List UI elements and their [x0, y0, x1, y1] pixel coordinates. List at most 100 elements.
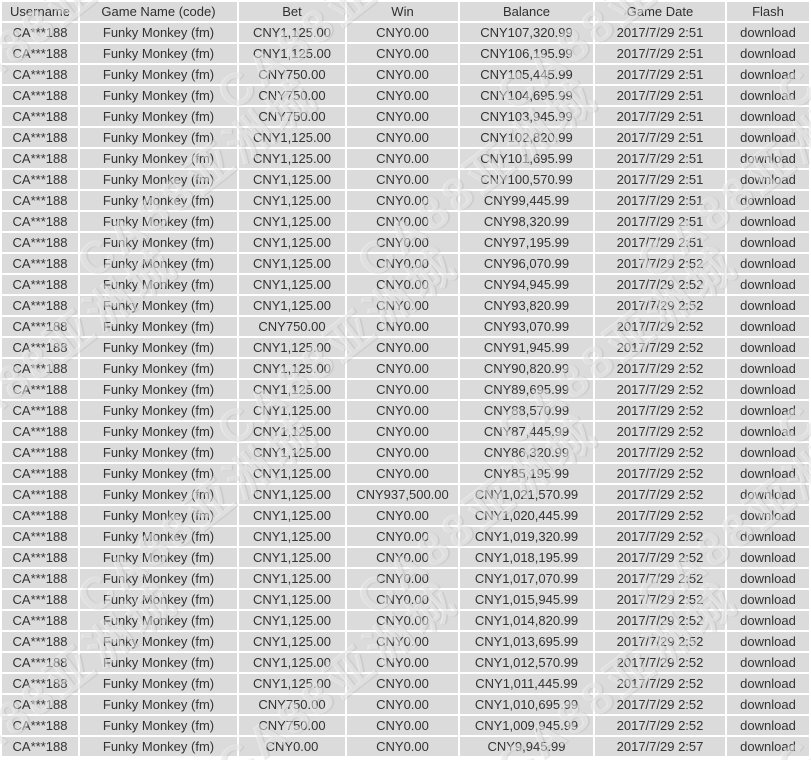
flash-download-link[interactable]: download: [727, 548, 809, 567]
username-cell: CA***188: [2, 359, 78, 378]
game-name-cell: Funky Monkey (fm): [80, 674, 237, 693]
username-cell: CA***188: [2, 338, 78, 357]
username-cell: CA***188: [2, 65, 78, 84]
flash-download-link[interactable]: download: [727, 422, 809, 441]
flash-download-link[interactable]: download: [727, 275, 809, 294]
username-cell: CA***188: [2, 443, 78, 462]
column-header-game-date: Game Date: [595, 2, 725, 21]
flash-download-link[interactable]: download: [727, 527, 809, 546]
game-date-cell: 2017/7/29 2:52: [595, 716, 725, 735]
game-date-cell: 2017/7/29 2:52: [595, 590, 725, 609]
win-cell: CNY0.00: [347, 506, 458, 525]
flash-download-link[interactable]: download: [727, 695, 809, 714]
bet-cell: CNY1,125.00: [239, 527, 345, 546]
bet-cell: CNY1,125.00: [239, 464, 345, 483]
flash-download-link[interactable]: download: [727, 506, 809, 525]
flash-download-link[interactable]: download: [727, 296, 809, 315]
username-cell: CA***188: [2, 401, 78, 420]
game-date-cell: 2017/7/29 2:51: [595, 191, 725, 210]
balance-cell: CNY1,012,570.99: [460, 653, 593, 672]
bet-cell: CNY1,125.00: [239, 443, 345, 462]
table-row: CA***188 Funky Monkey (fm) CNY1,125.00 CNY0…: [2, 464, 809, 483]
table-row: CA***188 Funky Monkey (fm) CNY0.00 CNY0.00 C…: [2, 737, 809, 756]
username-cell: CA***188: [2, 296, 78, 315]
flash-download-link[interactable]: download: [727, 128, 809, 147]
username-cell: CA***188: [2, 569, 78, 588]
flash-download-link[interactable]: download: [727, 653, 809, 672]
balance-cell: CNY1,019,320.99: [460, 527, 593, 546]
flash-download-link[interactable]: download: [727, 716, 809, 735]
game-date-cell: 2017/7/29 2:52: [595, 548, 725, 567]
flash-download-link[interactable]: download: [727, 86, 809, 105]
bet-cell: CNY1,125.00: [239, 275, 345, 294]
table-row: CA***188 Funky Monkey (fm) CNY1,125.00 CNY0…: [2, 611, 809, 630]
balance-cell: CNY1,018,195.99: [460, 548, 593, 567]
flash-download-link[interactable]: download: [727, 338, 809, 357]
bet-cell: CNY1,125.00: [239, 296, 345, 315]
flash-download-link[interactable]: download: [727, 611, 809, 630]
username-cell: CA***188: [2, 653, 78, 672]
flash-download-link[interactable]: download: [727, 464, 809, 483]
username-cell: CA***188: [2, 695, 78, 714]
win-cell: CNY0.00: [347, 233, 458, 252]
username-cell: CA***188: [2, 44, 78, 63]
table-body: CA***188 Funky Monkey (fm) CNY1,125.00 CNY0…: [2, 23, 809, 756]
flash-download-link[interactable]: download: [727, 443, 809, 462]
win-cell: CNY0.00: [347, 653, 458, 672]
flash-download-link[interactable]: download: [727, 149, 809, 168]
win-cell: CNY0.00: [347, 737, 458, 756]
game-date-cell: 2017/7/29 2:52: [595, 506, 725, 525]
game-name-cell: Funky Monkey (fm): [80, 233, 237, 252]
flash-download-link[interactable]: download: [727, 737, 809, 756]
username-cell: CA***188: [2, 590, 78, 609]
game-date-cell: 2017/7/29 2:52: [595, 674, 725, 693]
flash-download-link[interactable]: download: [727, 401, 809, 420]
flash-download-link[interactable]: download: [727, 233, 809, 252]
flash-download-link[interactable]: download: [727, 23, 809, 42]
table-row: CA***188 Funky Monkey (fm) CNY1,125.00 CNY0…: [2, 23, 809, 42]
game-date-cell: 2017/7/29 2:52: [595, 527, 725, 546]
game-date-cell: 2017/7/29 2:51: [595, 65, 725, 84]
username-cell: CA***188: [2, 149, 78, 168]
flash-download-link[interactable]: download: [727, 212, 809, 231]
balance-cell: CNY105,445.99: [460, 65, 593, 84]
username-cell: CA***188: [2, 380, 78, 399]
win-cell: CNY0.00: [347, 548, 458, 567]
game-name-cell: Funky Monkey (fm): [80, 149, 237, 168]
column-header-bet: Bet: [239, 2, 345, 21]
username-cell: CA***188: [2, 464, 78, 483]
table-row: CA***188 Funky Monkey (fm) CNY1,125.00 CNY0…: [2, 653, 809, 672]
flash-download-link[interactable]: download: [727, 569, 809, 588]
game-date-cell: 2017/7/29 2:51: [595, 23, 725, 42]
table-row: CA***188 Funky Monkey (fm) CNY1,125.00 CNY0…: [2, 149, 809, 168]
flash-download-link[interactable]: download: [727, 191, 809, 210]
username-cell: CA***188: [2, 716, 78, 735]
bet-cell: CNY750.00: [239, 317, 345, 336]
flash-download-link[interactable]: download: [727, 590, 809, 609]
flash-download-link[interactable]: download: [727, 254, 809, 273]
flash-download-link[interactable]: download: [727, 65, 809, 84]
game-name-cell: Funky Monkey (fm): [80, 401, 237, 420]
balance-cell: CNY98,320.99: [460, 212, 593, 231]
username-cell: CA***188: [2, 317, 78, 336]
flash-download-link[interactable]: download: [727, 317, 809, 336]
flash-download-link[interactable]: download: [727, 107, 809, 126]
flash-download-link[interactable]: download: [727, 674, 809, 693]
column-header-flash: Flash: [727, 2, 809, 21]
flash-download-link[interactable]: download: [727, 359, 809, 378]
game-date-cell: 2017/7/29 2:52: [595, 317, 725, 336]
flash-download-link[interactable]: download: [727, 485, 809, 504]
flash-download-link[interactable]: download: [727, 44, 809, 63]
username-cell: CA***188: [2, 128, 78, 147]
column-header-game-name: Game Name (code): [80, 2, 237, 21]
flash-download-link[interactable]: download: [727, 632, 809, 651]
game-date-cell: 2017/7/29 2:52: [595, 401, 725, 420]
bet-cell: CNY1,125.00: [239, 422, 345, 441]
username-cell: CA***188: [2, 674, 78, 693]
flash-download-link[interactable]: download: [727, 170, 809, 189]
balance-cell: CNY100,570.99: [460, 170, 593, 189]
balance-cell: CNY102,820.99: [460, 128, 593, 147]
flash-download-link[interactable]: download: [727, 380, 809, 399]
bet-cell: CNY1,125.00: [239, 611, 345, 630]
